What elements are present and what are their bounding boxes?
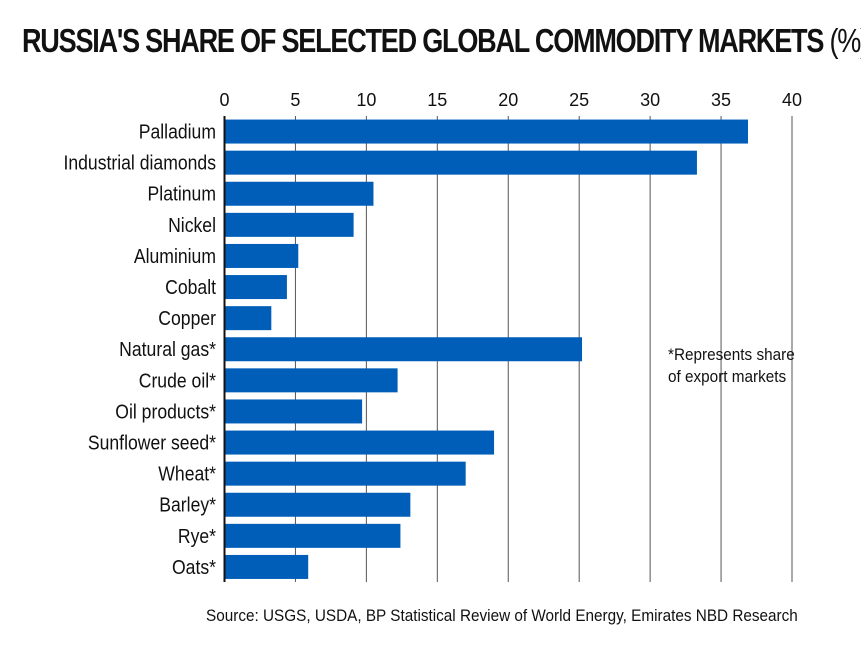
- bar: [224, 399, 363, 424]
- category-label: Wheat*: [158, 463, 216, 485]
- category-label: Sunflower seed*: [88, 432, 217, 454]
- x-tick-label: 25: [569, 90, 589, 110]
- x-tick-label: 20: [498, 90, 518, 110]
- bar: [224, 306, 272, 331]
- category-label: Nickel: [168, 214, 216, 236]
- bar: [224, 119, 749, 144]
- bar: [224, 430, 495, 455]
- bar: [224, 492, 411, 517]
- x-tick-label: 40: [782, 90, 802, 110]
- category-label: Industrial diamonds: [63, 152, 216, 174]
- bar: [224, 181, 374, 206]
- bar: [224, 523, 401, 548]
- chart-annotation: *Represents share of export markets: [668, 345, 795, 386]
- category-label: Rye*: [178, 525, 217, 547]
- category-label: Oil products*: [115, 400, 216, 422]
- source-note: Source: USGS, USDA, BP Statistical Revie…: [206, 606, 798, 625]
- x-tick-label: 5: [290, 90, 300, 110]
- bar: [224, 243, 299, 268]
- category-label: Crude oil*: [139, 369, 217, 391]
- bar: [224, 554, 309, 579]
- bar: [224, 150, 697, 175]
- category-label: Natural gas*: [119, 338, 216, 360]
- category-label: Palladium: [139, 121, 216, 143]
- category-label: Platinum: [148, 183, 216, 205]
- bar: [224, 275, 287, 300]
- category-label: Cobalt: [165, 276, 217, 298]
- category-label: Copper: [158, 307, 216, 329]
- category-label: Oats*: [172, 556, 217, 578]
- x-tick-label: 0: [219, 90, 229, 110]
- bar: [224, 368, 398, 393]
- category-label: Barley*: [159, 494, 216, 516]
- x-tick-label: 10: [356, 90, 376, 110]
- x-tick-label: 30: [640, 90, 660, 110]
- category-label: Aluminium: [134, 245, 216, 267]
- bar: [224, 337, 583, 362]
- x-tick-label: 35: [711, 90, 731, 110]
- bar: [224, 212, 354, 237]
- x-tick-label: 15: [427, 90, 447, 110]
- bar: [224, 461, 466, 486]
- chart-title: RUSSIA'S SHARE OF SELECTED GLOBAL COMMOD…: [22, 22, 861, 59]
